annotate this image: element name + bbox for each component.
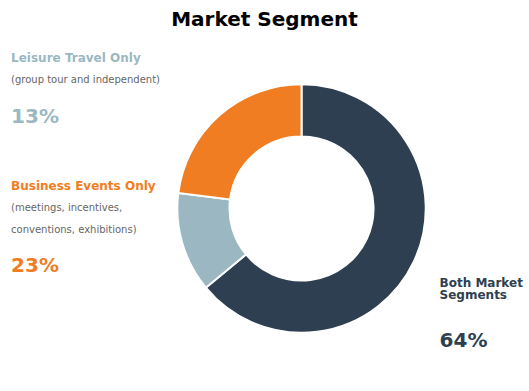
svg-text:(meetings, incentives,: (meetings, incentives, [11,202,122,213]
svg-text:13%: 13% [11,104,59,128]
svg-text:Both MarketSegments: Both MarketSegments [440,276,524,302]
svg-text:Business Events Only: Business Events Only [11,179,156,193]
svg-text:(group tour and independent): (group tour and independent) [11,74,160,85]
svg-text:23%: 23% [11,253,59,277]
html-text:Market Segment: Market Segment [171,7,358,31]
svg-text:conventions, exhibitions): conventions, exhibitions) [11,224,137,235]
svg-text:Leisure Travel Only: Leisure Travel Only [11,51,141,65]
svg-text:64%: 64% [440,328,488,352]
